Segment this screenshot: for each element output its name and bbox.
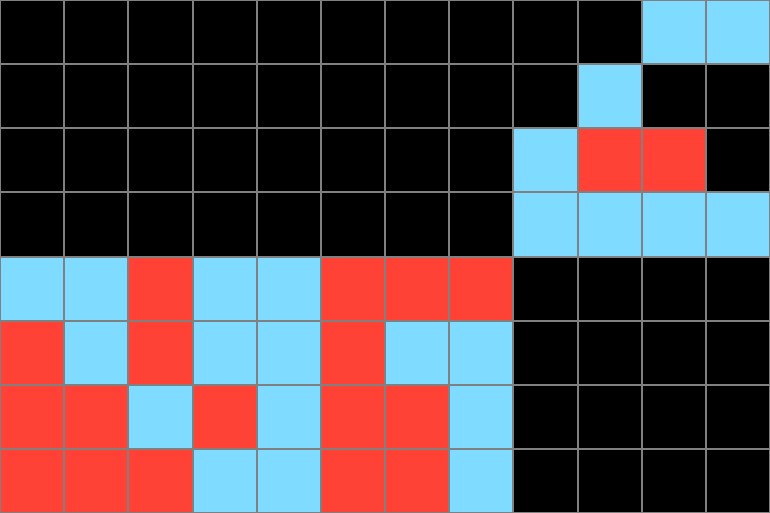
grid-cell-black[interactable] xyxy=(706,385,769,448)
grid-cell-black[interactable] xyxy=(450,1,513,64)
grid-cell-red[interactable] xyxy=(386,257,449,320)
grid-cell-red[interactable] xyxy=(321,257,384,320)
grid-cell-blue[interactable] xyxy=(257,257,320,320)
grid-cell-black[interactable] xyxy=(65,65,128,128)
grid-cell-red[interactable] xyxy=(193,385,256,448)
grid-cell-black[interactable] xyxy=(257,1,320,64)
grid-cell-blue[interactable] xyxy=(193,449,256,512)
grid-cell-red[interactable] xyxy=(129,321,192,384)
grid-cell-black[interactable] xyxy=(578,385,641,448)
grid-cell-blue[interactable] xyxy=(257,321,320,384)
grid-cell-black[interactable] xyxy=(706,129,769,192)
grid-cell-black[interactable] xyxy=(642,449,705,512)
grid-cell-black[interactable] xyxy=(578,321,641,384)
grid-cell-black[interactable] xyxy=(450,129,513,192)
grid-cell-red[interactable] xyxy=(578,129,641,192)
grid-cell-blue[interactable] xyxy=(578,65,641,128)
grid-cell-black[interactable] xyxy=(321,129,384,192)
grid-cell-red[interactable] xyxy=(129,257,192,320)
grid-cell-black[interactable] xyxy=(1,193,64,256)
grid-cell-blue[interactable] xyxy=(193,321,256,384)
grid-cell-black[interactable] xyxy=(642,321,705,384)
grid-cell-black[interactable] xyxy=(450,193,513,256)
grid-cell-black[interactable] xyxy=(321,1,384,64)
grid-cell-black[interactable] xyxy=(514,65,577,128)
grid-cell-black[interactable] xyxy=(706,257,769,320)
grid-cell-black[interactable] xyxy=(578,257,641,320)
grid-cell-black[interactable] xyxy=(193,193,256,256)
grid-cell-black[interactable] xyxy=(257,65,320,128)
grid-cell-black[interactable] xyxy=(450,65,513,128)
grid-cell-red[interactable] xyxy=(65,385,128,448)
grid-cell-black[interactable] xyxy=(193,65,256,128)
grid-cell-red[interactable] xyxy=(1,449,64,512)
grid-cell-black[interactable] xyxy=(514,1,577,64)
grid-cell-red[interactable] xyxy=(642,129,705,192)
grid-cell-black[interactable] xyxy=(321,193,384,256)
grid-cell-black[interactable] xyxy=(706,321,769,384)
grid-cell-blue[interactable] xyxy=(706,193,769,256)
grid-cell-black[interactable] xyxy=(514,385,577,448)
grid-cell-black[interactable] xyxy=(129,65,192,128)
grid-cell-black[interactable] xyxy=(1,1,64,64)
grid-cell-blue[interactable] xyxy=(65,257,128,320)
grid-cell-black[interactable] xyxy=(129,129,192,192)
grid-cell-blue[interactable] xyxy=(257,385,320,448)
grid-cell-red[interactable] xyxy=(386,385,449,448)
grid-cell-red[interactable] xyxy=(65,449,128,512)
grid-cell-black[interactable] xyxy=(514,321,577,384)
grid-cell-black[interactable] xyxy=(706,65,769,128)
grid-cell-blue[interactable] xyxy=(642,1,705,64)
grid-cell-blue[interactable] xyxy=(450,321,513,384)
grid-cell-black[interactable] xyxy=(129,193,192,256)
grid-cell-red[interactable] xyxy=(386,449,449,512)
grid-cell-black[interactable] xyxy=(193,129,256,192)
grid-cell-black[interactable] xyxy=(514,449,577,512)
grid-cell-blue[interactable] xyxy=(706,1,769,64)
grid-cell-black[interactable] xyxy=(578,449,641,512)
grid-cell-black[interactable] xyxy=(578,1,641,64)
grid-cell-black[interactable] xyxy=(386,129,449,192)
grid-cell-blue[interactable] xyxy=(386,321,449,384)
grid-cell-red[interactable] xyxy=(321,385,384,448)
grid-cell-blue[interactable] xyxy=(450,449,513,512)
grid-cell-black[interactable] xyxy=(642,65,705,128)
grid-cell-blue[interactable] xyxy=(193,257,256,320)
grid-cell-blue[interactable] xyxy=(642,193,705,256)
grid-cell-black[interactable] xyxy=(1,129,64,192)
grid-cell-black[interactable] xyxy=(321,65,384,128)
grid-cell-black[interactable] xyxy=(65,1,128,64)
grid-cell-black[interactable] xyxy=(65,129,128,192)
grid-cell-blue[interactable] xyxy=(450,385,513,448)
grid-cell-red[interactable] xyxy=(129,449,192,512)
grid-cell-red[interactable] xyxy=(1,321,64,384)
grid-cell-black[interactable] xyxy=(257,129,320,192)
grid-cell-red[interactable] xyxy=(450,257,513,320)
grid-cell-black[interactable] xyxy=(257,193,320,256)
grid-cell-blue[interactable] xyxy=(65,321,128,384)
grid-cell-black[interactable] xyxy=(386,193,449,256)
grid-cell-red[interactable] xyxy=(321,449,384,512)
grid-cell-blue[interactable] xyxy=(129,385,192,448)
grid-cell-black[interactable] xyxy=(386,65,449,128)
grid-cell-blue[interactable] xyxy=(578,193,641,256)
grid-cell-black[interactable] xyxy=(129,1,192,64)
grid-cell-black[interactable] xyxy=(386,1,449,64)
grid-cell-black[interactable] xyxy=(514,257,577,320)
grid-cell-black[interactable] xyxy=(1,65,64,128)
grid-cell-blue[interactable] xyxy=(1,257,64,320)
grid-cell-blue[interactable] xyxy=(257,449,320,512)
grid-cell-blue[interactable] xyxy=(514,129,577,192)
grid-cell-red[interactable] xyxy=(1,385,64,448)
grid-cell-red[interactable] xyxy=(321,321,384,384)
grid-cell-black[interactable] xyxy=(193,1,256,64)
grid-cell-black[interactable] xyxy=(642,257,705,320)
grid-cell-black[interactable] xyxy=(642,385,705,448)
grid-cell-blue[interactable] xyxy=(514,193,577,256)
grid-cell-black[interactable] xyxy=(65,193,128,256)
grid-cell-black[interactable] xyxy=(706,449,769,512)
